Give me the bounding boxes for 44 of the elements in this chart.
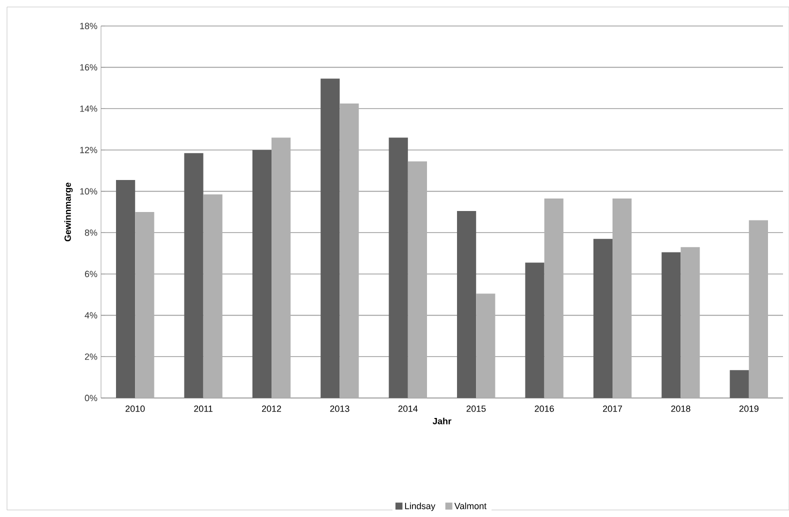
bar [730,370,749,398]
bar [135,212,154,398]
y-tick-label: 2% [84,353,98,360]
x-tick-label: 2010 [126,406,145,412]
bar [662,252,681,398]
bar [272,138,291,398]
y-tick-label: 14% [80,106,98,112]
y-tick-label: 0% [84,394,98,402]
x-tick-label: 2017 [602,406,622,412]
legend-label: Valmont [454,502,486,510]
y-tick-label: 6% [84,270,98,278]
x-tick-label: 2013 [330,406,350,412]
bar [544,198,564,398]
y-axis-title: Gewinnmarge [64,182,73,242]
x-tick-label: 2018 [671,406,690,412]
legend-label: Lindsay [405,502,436,511]
bar [252,150,272,398]
x-axis-title: Jahr [432,418,452,424]
bar [184,153,204,398]
bar [680,247,700,398]
bar [525,262,544,398]
bar [340,103,359,398]
bar [408,161,428,398]
y-tick-label: 16% [80,64,98,70]
y-tick-label: 12% [80,146,98,154]
x-tick-label: 2016 [534,406,554,412]
y-tick-label: 18% [80,22,98,30]
x-tick-label: 2015 [466,406,486,412]
bar [388,138,408,398]
y-tick-label: 4% [84,312,98,318]
y-tick-label: 10% [80,188,98,194]
bar [748,220,768,398]
bar [476,294,496,398]
bar [203,194,222,398]
x-tick-label: 2012 [262,406,282,412]
x-tick-label: 2014 [398,406,418,412]
x-tick-label: 2011 [194,406,213,412]
y-tick-label: 8% [84,229,98,236]
bar [457,210,476,398]
bar [116,180,136,398]
bar [612,198,632,398]
bar [593,238,613,398]
bar [320,78,340,398]
x-tick-label: 2019 [739,406,758,412]
